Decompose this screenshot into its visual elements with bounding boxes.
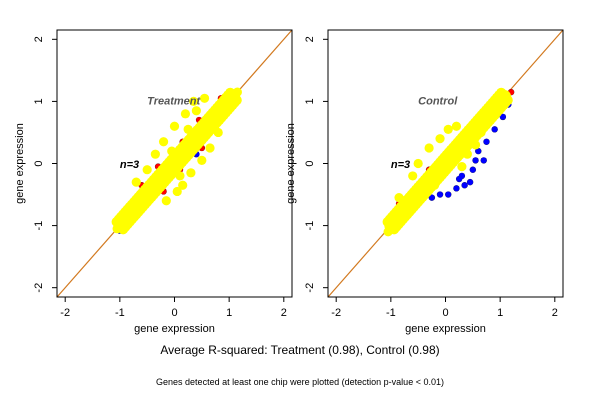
scatter-point [469, 166, 476, 173]
scatter-point [445, 191, 452, 198]
x-tick-label: 1 [226, 307, 232, 319]
scatter-point [435, 134, 445, 144]
y-tick-label: 0 [304, 160, 316, 166]
y-tick-label: -1 [33, 221, 45, 231]
sample-size-label: n=3 [391, 159, 410, 171]
x-tick-label: -2 [60, 307, 70, 319]
scatter-point [461, 182, 468, 189]
scatter-point [186, 168, 196, 178]
scatter-point [197, 155, 207, 165]
x-tick-label: 1 [497, 307, 503, 319]
scatter-point [142, 165, 152, 175]
scatter-point [472, 157, 479, 164]
x-axis-label: gene expression [405, 323, 486, 335]
plot-area [328, 30, 563, 297]
y-tick-label: 1 [304, 98, 316, 104]
scatter-point [199, 93, 210, 103]
scatter-point [457, 162, 467, 172]
scatter-point [169, 121, 180, 131]
x-tick-label: -1 [386, 307, 396, 319]
scatter-point [189, 96, 199, 107]
panel-title: Treatment [147, 96, 201, 108]
scatter-point [483, 138, 490, 145]
scatter-point [191, 106, 201, 116]
scatter-point [428, 194, 435, 201]
scatter-point [158, 137, 169, 147]
detection-footnote: Genes detected at least one chip were pl… [156, 377, 444, 387]
y-tick-label: 0 [33, 160, 45, 166]
scatter-point [475, 148, 482, 155]
scatter-point [458, 172, 465, 179]
scatter-point [480, 157, 487, 164]
r-squared-summary: Average R-squared: Treatment (0.98), Con… [160, 343, 440, 357]
scatter-point [180, 109, 191, 119]
scatter-point [451, 121, 462, 131]
y-axis-label: gene expression [285, 123, 297, 204]
x-tick-label: -2 [331, 307, 341, 319]
scatter-point [443, 124, 453, 134]
sample-size-label: n=3 [120, 159, 139, 171]
scatter-point [205, 143, 215, 153]
y-axis-label: gene expression [14, 123, 26, 204]
treatment-panel: -2 -1 0 1 2 -2 -1 0 1 2 gene expression gene expres… [14, 29, 293, 335]
panel-title: Control [418, 96, 458, 108]
scatter-point [172, 186, 182, 197]
y-tick-label: -2 [33, 283, 45, 293]
x-tick-label: -1 [115, 307, 125, 319]
scatter-point [150, 149, 160, 159]
x-tick-label: 2 [552, 307, 558, 319]
scatter-point [502, 95, 513, 106]
scatter-point [131, 177, 141, 187]
scatter-point [413, 158, 423, 169]
scatter-point [499, 113, 506, 120]
scatter-point [225, 87, 236, 98]
plot-area [57, 30, 292, 297]
scatter-point [467, 179, 474, 186]
scatter-point [491, 126, 498, 133]
y-tick-label: 2 [304, 36, 316, 42]
x-tick-label: 0 [171, 307, 177, 319]
y-tick-label: 1 [33, 98, 45, 104]
scatter-point [408, 171, 418, 181]
scatter-point [453, 185, 460, 192]
scatter-point [424, 143, 434, 153]
scatter-point [496, 87, 507, 98]
control-panel: -2 -1 0 1 2 -2 -1 0 1 2 gene expression gene expres… [285, 29, 564, 335]
scatter-point [178, 180, 188, 190]
scatter-point [231, 95, 242, 106]
y-tick-label: -1 [304, 221, 316, 231]
scatter-point [161, 196, 171, 206]
x-tick-label: 2 [281, 307, 287, 319]
y-tick-label: -2 [304, 283, 316, 293]
x-axis-label: gene expression [134, 323, 215, 335]
scatter-point [437, 191, 444, 198]
x-tick-label: 0 [442, 307, 448, 319]
y-tick-label: 2 [33, 36, 45, 42]
